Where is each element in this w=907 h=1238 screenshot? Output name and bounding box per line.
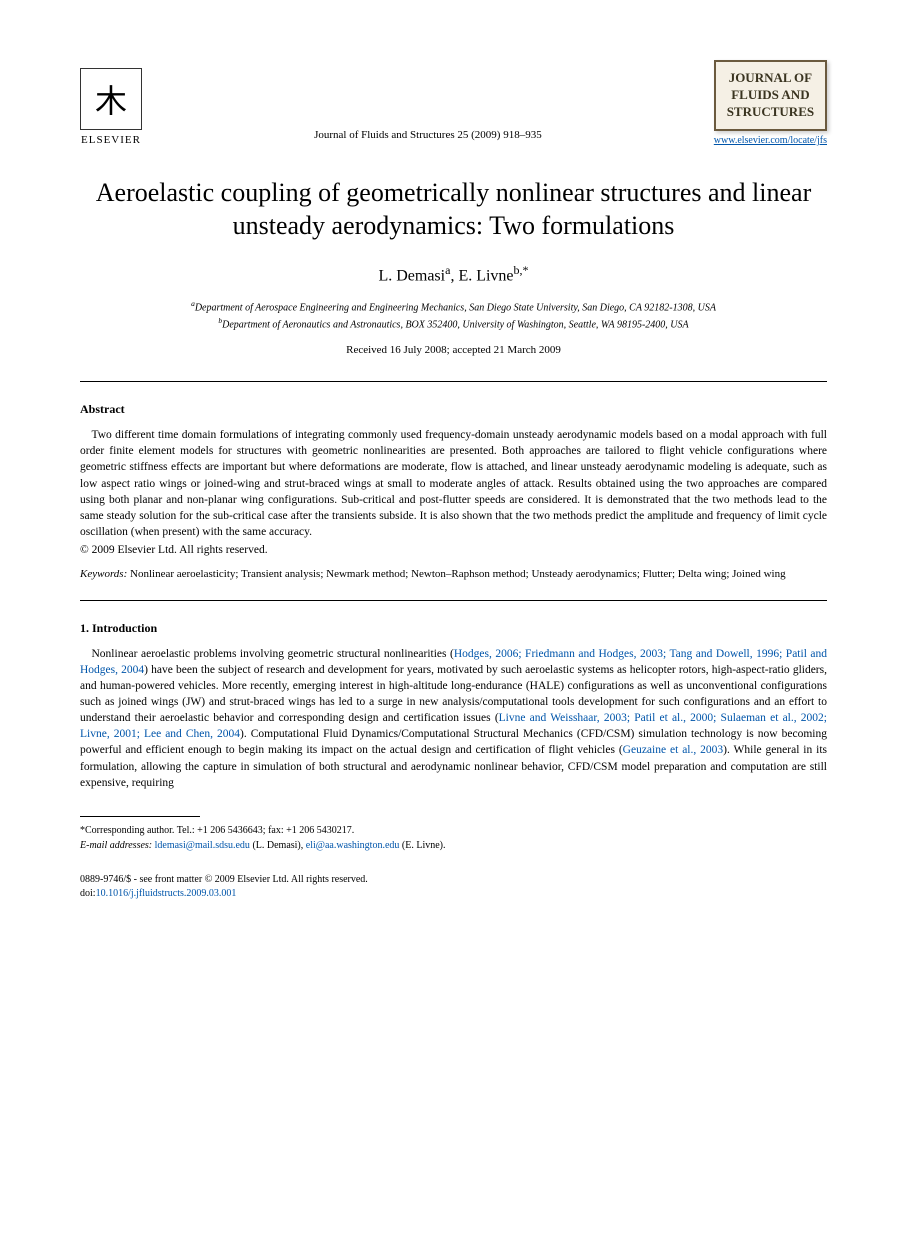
article-title: Aeroelastic coupling of geometrically no… — [80, 176, 827, 244]
author-name: E. Livne — [458, 268, 513, 285]
author-affil-sup: b, — [514, 263, 523, 277]
keywords-label: Keywords: — [80, 568, 127, 580]
article-dates: Received 16 July 2008; accepted 21 March… — [80, 344, 827, 356]
author-name: L. Demasi — [378, 268, 445, 285]
author-affil-sup: a — [445, 263, 450, 277]
divider — [80, 600, 827, 601]
email-link[interactable]: eli@aa.washington.edu — [306, 840, 400, 851]
affiliations: aDepartment of Aerospace Engineering and… — [80, 298, 827, 333]
journal-reference: Journal of Fluids and Structures 25 (200… — [142, 129, 714, 146]
affiliation-b: Department of Aeronautics and Astronauti… — [222, 319, 689, 330]
email-addresses: E-mail addresses: ldemasi@mail.sdsu.edu … — [80, 838, 827, 853]
page-header: ⽊ ELSEVIER Journal of Fluids and Structu… — [80, 60, 827, 146]
divider — [80, 381, 827, 382]
footer: 0889-9746/$ - see front matter © 2009 El… — [80, 873, 827, 901]
doi-line: doi:10.1016/j.jfluidstructs.2009.03.001 — [80, 887, 827, 901]
email-label: E-mail addresses: — [80, 840, 152, 851]
journal-title-box: JOURNAL OF FLUIDS AND STRUCTURES — [714, 60, 827, 131]
email-link[interactable]: ldemasi@mail.sdsu.edu — [155, 840, 250, 851]
abstract-copyright: © 2009 Elsevier Ltd. All rights reserved… — [80, 544, 827, 556]
abstract-heading: Abstract — [80, 402, 827, 417]
doi-label: doi: — [80, 888, 96, 899]
introduction-heading: 1. Introduction — [80, 621, 827, 636]
journal-box-line: JOURNAL OF — [726, 70, 815, 87]
publisher-logo: ⽊ ELSEVIER — [80, 68, 142, 146]
corresponding-mark: * — [523, 263, 529, 277]
affiliation-a: Department of Aerospace Engineering and … — [195, 302, 716, 313]
keywords: Keywords: Nonlinear aeroelasticity; Tran… — [80, 568, 827, 580]
introduction-paragraph: Nonlinear aeroelastic problems involving… — [80, 646, 827, 791]
citation-link[interactable]: Geuzaine et al., 2003 — [623, 744, 723, 756]
intro-text-span: Nonlinear aeroelastic problems involving… — [92, 648, 454, 660]
journal-box: JOURNAL OF FLUIDS AND STRUCTURES www.els… — [714, 60, 827, 146]
journal-box-line: STRUCTURES — [726, 104, 815, 121]
front-matter: 0889-9746/$ - see front matter © 2009 El… — [80, 873, 827, 887]
journal-box-line: FLUIDS AND — [726, 87, 815, 104]
elsevier-tree-icon: ⽊ — [80, 68, 142, 130]
doi-link[interactable]: 10.1016/j.jfluidstructs.2009.03.001 — [96, 888, 237, 899]
footnote-separator — [80, 816, 200, 817]
email-author: (E. Livne). — [402, 840, 446, 851]
corresponding-author: *Corresponding author. Tel.: +1 206 5436… — [80, 823, 827, 838]
journal-url[interactable]: www.elsevier.com/locate/jfs — [714, 135, 827, 146]
publisher-name: ELSEVIER — [81, 134, 141, 146]
footnote: *Corresponding author. Tel.: +1 206 5436… — [80, 823, 827, 853]
keywords-text: Nonlinear aeroelasticity; Transient anal… — [130, 568, 786, 580]
email-author: (L. Demasi), — [252, 840, 303, 851]
authors: L. Demasia, E. Livneb,* — [80, 263, 827, 285]
abstract-text: Two different time domain formulations o… — [80, 427, 827, 540]
